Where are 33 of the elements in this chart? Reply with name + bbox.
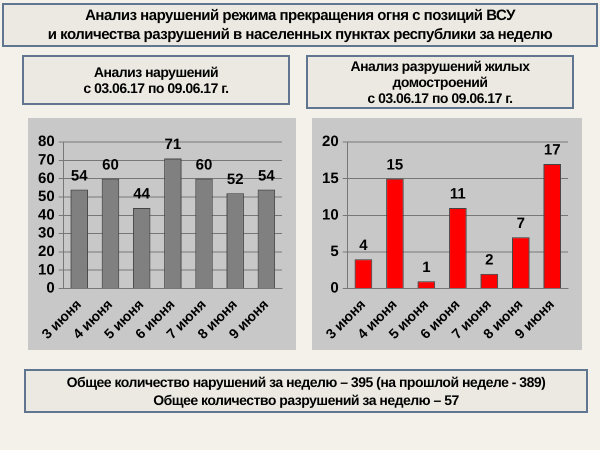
- y-tick-label: 0: [46, 280, 55, 297]
- data-label: 17: [544, 142, 561, 159]
- data-label: 54: [258, 167, 276, 184]
- chart-title: Анализ разрушений жилых домостроений с 03.06.17 по 09.06.17 г.: [306, 55, 574, 109]
- y-tick-label: 0: [330, 280, 339, 297]
- text: Общее количество нарушений за неделю – 395 (на прошлой неделе - 389): [66, 374, 546, 390]
- y-tick-label: 30: [38, 224, 55, 242]
- data-label: 11: [450, 186, 466, 203]
- y-tick-label: 10: [38, 261, 55, 278]
- chart-title: Анализ нарушений с 03.06.17 по 09.06.17 г.: [22, 55, 290, 105]
- y-tick-label: 20: [38, 243, 55, 260]
- y-tick-label: 15: [322, 170, 339, 187]
- y-tick-label: 5: [330, 243, 339, 260]
- text: Анализ нарушений режима прекращения огня с позиций ВСУ и количества разрушений в населенных пунктах республики за неделю: [2, 3, 598, 47]
- data-label: 1: [422, 258, 431, 276]
- data-label: 54: [70, 167, 88, 184]
- data-label: 4: [359, 236, 368, 254]
- y-tick-label: 20: [322, 133, 339, 150]
- data-label: 60: [102, 156, 119, 174]
- data-label: 44: [133, 186, 151, 203]
- y-tick-label: 80: [38, 133, 55, 150]
- data-label: 71: [164, 136, 182, 154]
- data-label: 60: [196, 156, 212, 174]
- data-label: 7: [516, 214, 525, 232]
- y-tick-label: 70: [38, 151, 55, 168]
- y-tick-label: 60: [38, 170, 55, 187]
- text: Общее количество разрушений за неделю – 57: [153, 392, 459, 408]
- data-label: 52: [226, 170, 244, 188]
- y-tick-label: 10: [322, 206, 339, 224]
- y-tick-label: 50: [38, 188, 55, 206]
- data-label: 2: [485, 252, 494, 269]
- y-tick-label: 40: [38, 206, 55, 224]
- data-label: 15: [386, 156, 404, 174]
